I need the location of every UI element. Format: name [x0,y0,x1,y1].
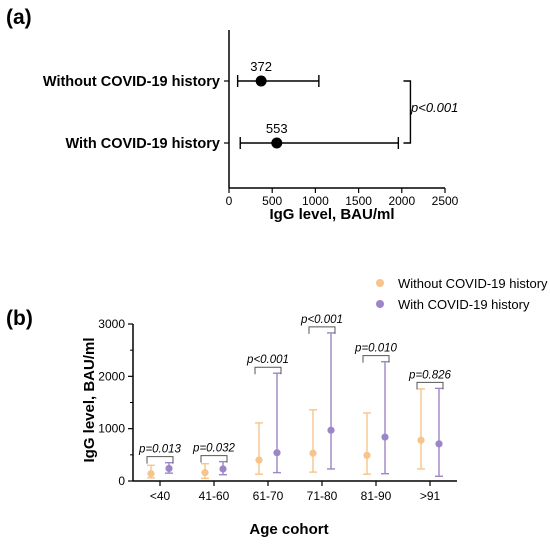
panel-b-point [219,465,227,473]
panel-b-plot: 0 1000 2000 3000 <40 p=0.013 41-60 p=0.032 61-70… [98,314,457,503]
panel-a-value-label: 553 [266,121,288,136]
panel-b-x-tick-label: 71-80 [307,489,338,503]
panel-b-y-axis-title: IgG level, BAU/ml [81,337,98,462]
panel-b-point [255,456,263,464]
panel-b-point [147,470,155,478]
panel-b-comparison-bracket [416,381,444,390]
legend-marker-without [376,279,384,287]
panel-b-y-tick-label: 0 [118,474,125,488]
panel-b-p-value: p=0.013 [138,444,181,456]
panel-a-value-label: 372 [250,59,272,74]
panel-b-point [435,440,443,448]
panel-a-x-tick-label: 2500 [432,194,459,208]
panel-a-comparison-bracket [403,80,412,144]
legend: Without COVID-19 history With COVID-19 h… [376,276,548,312]
panel-a-point [271,137,283,149]
panel-b-y-tick-label: 3000 [98,317,125,331]
panel-b-x-tick-label: 81-90 [361,489,392,503]
panel-a-x-tick-label: 1500 [345,194,372,208]
panel-b-x-axis-title: Age cohort [249,521,328,538]
panel-b-label: (b) [6,307,33,330]
panel-b-p-value: p=0.826 [408,369,451,381]
panel-b-x-tick-label: <40 [150,489,171,503]
panel-b-point [327,426,335,434]
panel-a-category-label: Without COVID-19 history [43,74,220,90]
panel-b-x-tick-label: 41-60 [199,489,230,503]
panel-b-comparison-bracket [308,326,336,334]
panel-a-point [255,75,267,87]
panel-b-p-value: p=0.032 [192,443,235,455]
panel-b-point [201,469,209,477]
panel-a-x-tick-label: 0 [226,194,233,208]
panel-a-plot: 0 500 1000 1500 2000 2500 Without COVID-19 his… [43,30,459,208]
panel-b-point [309,449,317,457]
legend-marker-with [376,300,384,308]
panel-b-p-value: p<0.001 [300,314,343,326]
panel-b-comparison-bracket [146,456,174,464]
panel-b-p-value: p=0.010 [354,343,397,355]
panel-b-point [273,449,281,457]
panel-a-category-label: With COVID-19 history [65,136,220,152]
panel-a-p-value: p<0.001 [410,100,458,115]
panel-b-y-tick-label: 1000 [98,422,125,436]
legend-label-with: With COVID-19 history [398,297,530,312]
panel-b-comparison-bracket [362,355,390,363]
panel-a-x-tick-label: 2000 [388,194,415,208]
panel-b-y-tick-label: 2000 [98,369,125,383]
panel-b-p-value: p<0.001 [246,354,289,366]
panel-b-point [417,436,425,444]
legend-label-without: Without COVID-19 history [398,276,548,291]
panel-b-x-tick-label: >91 [420,489,441,503]
panel-a-x-tick-label: 500 [262,194,282,208]
panel-a-label: (a) [6,6,32,29]
panel-b-point [381,433,389,441]
panel-a-x-tick-label: 1000 [302,194,329,208]
panel-b-point [165,464,173,473]
panel-b-point [363,451,371,459]
panel-b-comparison-bracket [254,366,282,375]
panel-a-x-axis-title: IgG level, BAU/ml [269,206,394,223]
panel-b-x-tick-label: 61-70 [253,489,284,503]
panel-b-comparison-bracket [200,455,228,463]
